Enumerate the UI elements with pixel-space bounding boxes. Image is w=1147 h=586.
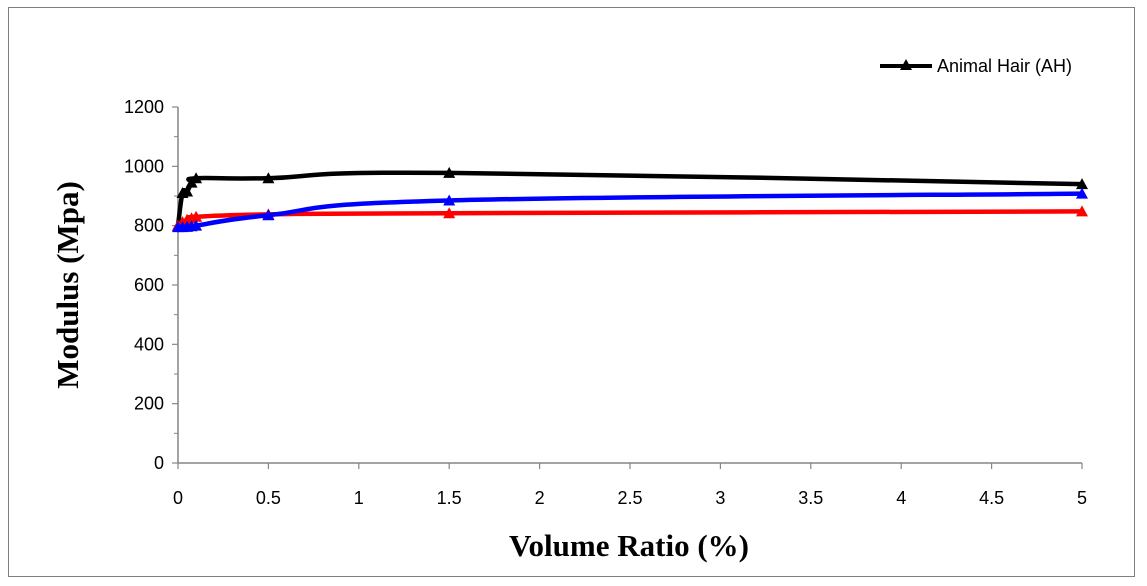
x-tick-label: 4	[896, 488, 906, 508]
data-point-marker	[443, 207, 456, 219]
x-tick-label: 0.5	[256, 488, 281, 508]
y-tick-label: 800	[134, 216, 164, 236]
y-axis-title: Modulus (Mpa)	[50, 181, 85, 389]
data-point-marker	[190, 210, 203, 222]
data-point-marker	[190, 172, 203, 184]
data-point-marker	[443, 166, 456, 178]
x-tick-label: 4.5	[979, 488, 1004, 508]
y-tick-label: 0	[154, 453, 164, 473]
y-tick-label: 200	[134, 394, 164, 414]
data-point-marker	[1076, 187, 1088, 199]
x-tick-label: 3.5	[798, 488, 823, 508]
x-tick-label: 2.5	[617, 488, 642, 508]
y-tick-label: 1000	[124, 156, 164, 176]
axes: 0 200 400 600 800 1000 1200 0 0.5 1 1.5 2 2.5 3 3.5 4 4.…	[124, 97, 1087, 508]
legend: Animal Hair (AH)	[880, 56, 1072, 76]
y-tick-label: 400	[134, 334, 164, 354]
x-tick-label: 0	[173, 488, 183, 508]
x-tick-label: 5	[1077, 488, 1087, 508]
y-tick-label: 1200	[124, 97, 164, 117]
legend-marker-animal-hair	[900, 59, 912, 70]
data-point-marker	[1076, 178, 1088, 190]
x-axis-title: Volume Ratio (%)	[509, 528, 749, 563]
chart-frame	[8, 7, 1135, 577]
data-point-marker	[443, 194, 456, 206]
data-point-marker	[1076, 205, 1088, 217]
x-tick-label: 3	[715, 488, 725, 508]
y-tick-label: 600	[134, 275, 164, 295]
series-2	[172, 187, 1088, 233]
x-tick-label: 1.5	[437, 488, 462, 508]
x-tick-label: 1	[354, 488, 364, 508]
series-line	[176, 209, 1083, 228]
legend-label-animal-hair: Animal Hair (AH)	[937, 56, 1072, 76]
series-0	[172, 166, 1088, 231]
data-point-marker	[262, 209, 275, 221]
data-point-marker	[262, 172, 275, 184]
data-point-marker	[181, 185, 194, 197]
series-layer	[172, 166, 1088, 233]
x-tick-label: 2	[535, 488, 545, 508]
data-point-marker	[190, 219, 203, 231]
